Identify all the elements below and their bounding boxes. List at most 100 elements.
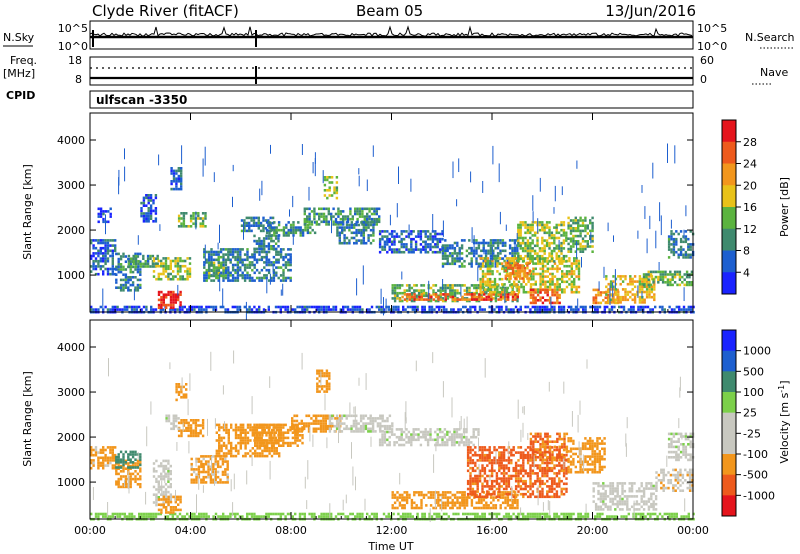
echo-cell bbox=[207, 468, 210, 471]
echo-cell bbox=[415, 284, 418, 287]
echo-cell bbox=[178, 305, 182, 309]
echo-cell bbox=[282, 434, 285, 437]
echo-cell bbox=[258, 239, 261, 243]
echo-cell bbox=[494, 254, 497, 258]
echo-cell bbox=[286, 441, 290, 445]
echo-cell bbox=[509, 293, 512, 296]
echo-cell bbox=[546, 515, 549, 518]
echo-cell bbox=[260, 431, 263, 434]
echo-cell bbox=[270, 234, 274, 237]
echo-cell bbox=[504, 299, 507, 303]
echo-cell bbox=[543, 239, 546, 242]
echo-cell bbox=[647, 283, 650, 287]
echo-cell bbox=[567, 250, 570, 253]
echo-cell bbox=[106, 267, 110, 271]
echo-cell bbox=[221, 473, 225, 476]
echo-cell bbox=[529, 515, 532, 518]
echo-cell bbox=[169, 308, 172, 311]
echo-cell bbox=[519, 234, 522, 237]
echo-cell bbox=[260, 245, 263, 248]
echo-cell bbox=[272, 261, 276, 264]
echo-cell bbox=[545, 239, 549, 242]
echo-cell bbox=[444, 252, 447, 255]
echo-cell bbox=[386, 237, 389, 241]
echo-cell bbox=[372, 234, 375, 237]
echo-cell bbox=[589, 305, 592, 309]
echo-cell bbox=[459, 308, 462, 311]
echo-cell bbox=[128, 515, 131, 518]
echo-cell bbox=[456, 298, 459, 301]
echo-cell bbox=[526, 305, 530, 309]
echo-cell bbox=[353, 241, 356, 245]
echo-cell bbox=[681, 281, 684, 284]
echo-cell bbox=[150, 512, 153, 516]
echo-cell bbox=[270, 431, 273, 434]
echo-cell bbox=[227, 276, 230, 280]
echo-cell bbox=[255, 276, 259, 280]
echo-cell bbox=[557, 223, 561, 227]
echo-streak bbox=[471, 227, 473, 243]
echo-cell bbox=[373, 207, 376, 211]
echo-cell bbox=[111, 262, 114, 266]
echo-cell bbox=[609, 280, 613, 283]
echo-cell bbox=[481, 264, 485, 268]
echo-cell bbox=[119, 475, 123, 478]
echo-cell bbox=[254, 444, 257, 447]
echo-cell bbox=[356, 212, 359, 216]
echo-cell bbox=[544, 285, 547, 289]
echo-cell bbox=[221, 462, 225, 466]
echo-cell bbox=[249, 449, 252, 453]
echo-cell bbox=[225, 454, 228, 458]
echo-cell bbox=[591, 227, 594, 230]
echo-cell bbox=[248, 216, 251, 220]
echo-cell bbox=[346, 515, 350, 518]
echo-cell bbox=[426, 250, 430, 254]
echo-cell bbox=[487, 244, 490, 247]
echo-cell bbox=[269, 224, 272, 227]
echo-cell bbox=[545, 223, 549, 227]
echo-cell bbox=[553, 262, 557, 265]
echo-cell bbox=[661, 275, 665, 279]
echo-cell bbox=[574, 219, 577, 222]
echo-cell bbox=[165, 498, 168, 501]
echo-cell bbox=[679, 250, 683, 254]
echo-cell bbox=[234, 431, 238, 434]
echo-cell bbox=[427, 299, 430, 303]
echo-cell bbox=[274, 237, 278, 240]
echo-cell bbox=[505, 515, 508, 518]
echo-cell bbox=[597, 293, 600, 297]
echo-cell bbox=[424, 250, 427, 254]
echo-cell bbox=[558, 267, 561, 271]
echo-cell bbox=[584, 245, 587, 248]
echo-cell bbox=[104, 210, 108, 213]
echo-cell bbox=[378, 243, 382, 246]
echo-cell bbox=[476, 512, 479, 516]
echo-cell bbox=[342, 215, 345, 218]
echo-cell bbox=[270, 444, 274, 447]
echo-cell bbox=[240, 219, 244, 222]
echo-cell bbox=[410, 240, 413, 244]
echo-cell bbox=[236, 258, 240, 262]
echo-cell bbox=[414, 248, 418, 251]
echo-cell bbox=[203, 263, 206, 267]
echo-cell bbox=[253, 258, 256, 262]
echo-cell bbox=[208, 274, 211, 278]
echo-cell bbox=[568, 259, 571, 263]
echo-cell bbox=[117, 265, 120, 269]
echo-cell bbox=[123, 305, 126, 309]
echo-cell bbox=[180, 385, 183, 389]
echo-cell bbox=[182, 396, 185, 399]
echo-cell bbox=[111, 267, 114, 271]
echo-cell bbox=[282, 268, 285, 272]
echo-cell bbox=[278, 436, 281, 440]
echo-cell bbox=[198, 512, 201, 516]
echo-cell bbox=[289, 226, 293, 229]
echo-cell bbox=[410, 286, 414, 290]
echo-cell bbox=[626, 298, 630, 302]
echo-cell bbox=[358, 210, 362, 213]
echo-streak bbox=[219, 224, 220, 243]
echo-cell bbox=[356, 217, 359, 221]
echo-cell bbox=[199, 217, 202, 220]
echo-cell bbox=[210, 279, 213, 282]
